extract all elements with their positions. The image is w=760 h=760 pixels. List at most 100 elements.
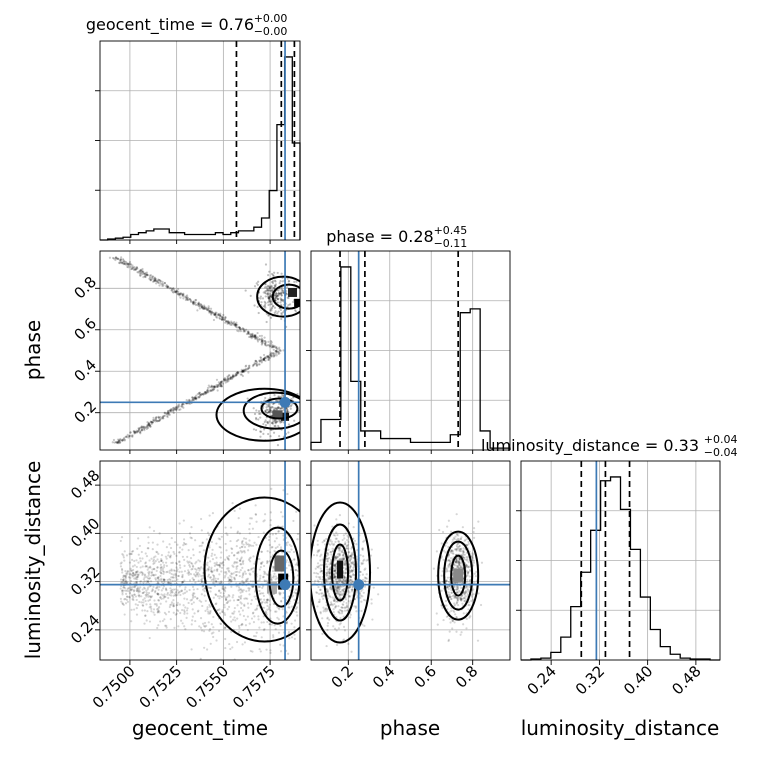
sample-point: [293, 309, 297, 312]
sample-point: [140, 570, 143, 574]
sample-point: [445, 568, 448, 571]
sample-point: [363, 568, 366, 571]
sample-point: [206, 390, 209, 393]
sample-point: [172, 287, 175, 290]
sample-point: [335, 571, 338, 574]
sample-point: [144, 599, 147, 603]
sample-point: [256, 340, 260, 343]
sample-point: [277, 406, 280, 409]
sample-point: [282, 489, 285, 492]
sample-point: [224, 574, 227, 577]
y-tick-label: 0.4: [70, 356, 100, 386]
sample-point: [161, 417, 164, 420]
sample-point: [335, 555, 338, 558]
sample-point: [200, 579, 204, 582]
sample-point: [334, 600, 337, 603]
sample-point: [176, 404, 179, 407]
sample-point: [202, 622, 205, 625]
sample-point: [456, 564, 459, 568]
sample-point: [168, 605, 171, 609]
sample-point: [296, 614, 299, 617]
sample-point: [268, 535, 271, 538]
sample-point: [337, 586, 340, 589]
sample-point: [338, 554, 341, 557]
sample-point: [352, 562, 355, 565]
sample-point: [272, 273, 275, 277]
sample-point: [199, 657, 202, 660]
sample-point: [325, 574, 329, 577]
sample-point: [363, 579, 366, 582]
sample-point: [161, 282, 165, 285]
sample-point: [231, 502, 234, 505]
sample-point: [214, 311, 217, 314]
sample-point: [268, 599, 271, 602]
sample-point: [325, 571, 328, 574]
sample-point: [213, 385, 217, 388]
sample-point: [178, 551, 181, 554]
sample-point: [248, 528, 251, 531]
sample-point: [168, 569, 171, 572]
sample-point: [210, 313, 213, 316]
sample-point: [274, 295, 277, 298]
sample-point: [120, 561, 123, 564]
sample-point: [175, 407, 179, 410]
sample-point: [156, 543, 159, 546]
sample-point: [449, 550, 452, 553]
sample-point: [233, 374, 236, 377]
sample-point: [145, 579, 149, 583]
sample-point: [280, 600, 283, 603]
sample-point: [123, 438, 126, 441]
sample-point: [152, 585, 155, 588]
sample-point: [138, 595, 141, 598]
sample-point: [281, 515, 284, 518]
sample-point: [458, 557, 461, 561]
x-axis-label: luminosity_distance: [521, 716, 720, 740]
sample-point: [261, 297, 265, 300]
sample-point: [182, 538, 186, 541]
sample-point: [263, 420, 266, 424]
sample-point: [188, 298, 192, 301]
sample-point: [349, 613, 352, 616]
sample-point: [155, 569, 158, 572]
sample-point: [290, 605, 293, 608]
sample-point: [305, 558, 307, 560]
sample-point: [334, 575, 337, 578]
sample-point: [222, 378, 226, 381]
sample-point: [160, 597, 163, 600]
sample-point: [264, 306, 267, 309]
sample-point: [135, 588, 139, 591]
sample-point: [329, 575, 332, 578]
sample-point: [188, 588, 191, 592]
sample-point: [203, 391, 207, 394]
sample-point: [262, 621, 265, 624]
sample-point: [250, 333, 254, 336]
sample-point: [175, 604, 178, 607]
sample-point: [348, 586, 351, 589]
sample-point: [242, 368, 246, 371]
sample-point: [137, 589, 140, 593]
sample-point: [335, 577, 338, 580]
sample-point: [460, 586, 463, 590]
sample-point: [273, 284, 276, 287]
sample-point: [274, 284, 277, 288]
sample-point: [472, 530, 475, 534]
sample-point: [196, 597, 199, 600]
sample-point: [129, 576, 132, 579]
sample-point: [144, 552, 147, 555]
sample-point: [343, 609, 347, 612]
sample-point: [237, 330, 240, 333]
sample-point: [173, 407, 177, 410]
sample-point: [464, 563, 467, 566]
sample-point: [120, 567, 124, 571]
sample-point: [151, 280, 155, 283]
sample-point: [455, 533, 458, 536]
sample-point: [341, 592, 344, 595]
sample-point: [449, 557, 453, 560]
sample-point: [269, 287, 272, 290]
sample-point: [137, 428, 141, 432]
sample-point: [462, 612, 465, 615]
y-tick-label: 0.8: [70, 273, 100, 303]
sample-point: [131, 267, 135, 270]
sample-point: [224, 646, 227, 650]
sample-point: [280, 312, 283, 315]
